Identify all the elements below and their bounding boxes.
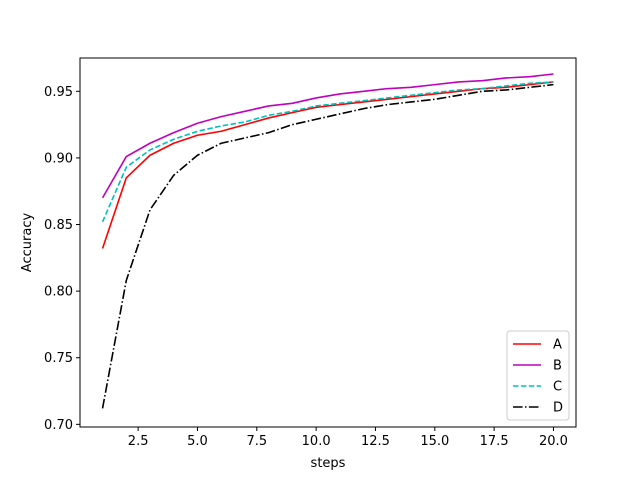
series-line-c xyxy=(101,81,554,223)
x-tick-label: 5.0 xyxy=(187,434,208,449)
y-tick-label: 0.95 xyxy=(44,85,73,100)
x-tick-label: 12.5 xyxy=(361,434,390,449)
y-tick-label: 0.90 xyxy=(44,151,73,166)
plot-frame xyxy=(79,57,577,428)
y-tick-label: 0.80 xyxy=(44,285,73,300)
x-ticks: 2.5 5.0 7.5 10.0 12.5 15.0 17.5 20.0 xyxy=(128,427,568,449)
series-layer xyxy=(101,73,554,409)
y-tick-label: 0.70 xyxy=(44,418,73,433)
x-tick-label: 17.5 xyxy=(480,434,509,449)
y-tick-label: 0.85 xyxy=(44,218,73,233)
x-tick-label: 20.0 xyxy=(539,434,568,449)
legend-label-b: B xyxy=(553,359,562,374)
series-line-a xyxy=(101,81,554,249)
legend-label-c: C xyxy=(553,380,562,395)
x-tick-label: 7.5 xyxy=(246,434,267,449)
y-tick-label: 0.75 xyxy=(44,351,73,366)
x-axis-label: steps xyxy=(311,456,346,471)
y-axis-label: Accuracy xyxy=(20,213,35,273)
x-tick-label: 2.5 xyxy=(128,434,149,449)
y-ticks: 0.70 0.75 0.80 0.85 0.90 0.95 xyxy=(44,85,80,433)
legend-box xyxy=(506,330,570,421)
legend-label-a: A xyxy=(553,338,562,353)
series-line-d xyxy=(101,83,554,409)
legend-label-d: D xyxy=(553,401,563,416)
x-tick-label: 10.0 xyxy=(302,434,331,449)
series-line-b xyxy=(101,73,554,199)
x-tick-label: 15.0 xyxy=(420,434,449,449)
